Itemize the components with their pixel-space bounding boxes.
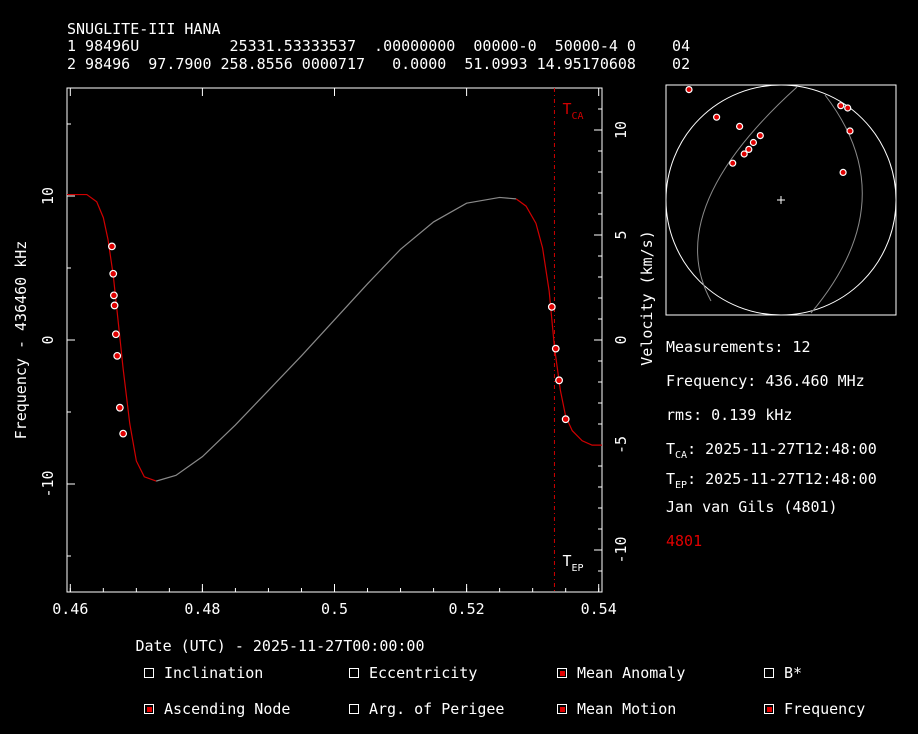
checkbox-mean-motion[interactable]: Mean Motion	[557, 700, 676, 718]
tca-value: TCA: 2025-11-27T12:48:00	[666, 440, 877, 461]
data-point	[109, 269, 118, 278]
tca-label-sub: CA	[571, 111, 583, 122]
x-tick-label: 0.52	[449, 600, 485, 618]
checkbox-box[interactable]	[144, 704, 154, 714]
checkbox-arg-of-perigee[interactable]: Arg. of Perigee	[349, 700, 504, 718]
frequency-value: Frequency: 436.460 MHz	[666, 372, 865, 390]
checkbox-ascending-node[interactable]: Ascending Node	[144, 700, 290, 718]
sky-point	[839, 168, 847, 176]
observer-name: Jan van Gils (4801)	[666, 498, 838, 516]
data-point	[115, 403, 124, 412]
tep-label-sub: EP	[571, 563, 583, 574]
checkbox-box[interactable]	[764, 668, 774, 678]
checkbox-label: Mean Anomaly	[577, 664, 686, 682]
checkbox-box[interactable]	[557, 668, 567, 678]
sky-point	[685, 85, 693, 94]
y2-axis-label: Velocity (km/s)	[638, 230, 656, 365]
x-tick-label: 0.54	[581, 600, 617, 618]
sky-map	[665, 84, 897, 316]
checkbox-box[interactable]	[349, 668, 359, 678]
sky-point	[745, 145, 753, 153]
plot-frame	[66, 87, 603, 593]
checkbox-label: B*	[784, 664, 803, 682]
tle-line-2: 2 98496 97.7900 258.8556 0000717 0.0000 …	[67, 55, 691, 73]
sky-point	[756, 132, 764, 140]
data-point	[108, 242, 116, 251]
sky-point	[740, 150, 748, 158]
checkbox-label: Inclination	[164, 664, 264, 682]
checkbox-label: Frequency	[784, 700, 866, 718]
checkbox-box[interactable]	[349, 704, 359, 714]
data-point	[551, 344, 560, 353]
data-point	[110, 301, 119, 310]
data-point	[119, 429, 128, 438]
data-point	[555, 376, 563, 385]
y2-tick-label: 5	[612, 230, 630, 239]
track-curve-segment	[155, 196, 517, 482]
plot-layer: 0.46 0.48 0.5 0.52 0.54 -10 0 10 -10 -5 0 5 10 Date (…	[12, 87, 656, 655]
y2-tick-label: -5	[612, 436, 630, 454]
checkbox-box[interactable]	[144, 668, 154, 678]
data-point	[547, 302, 556, 311]
y-tick-label: -10	[39, 470, 57, 497]
x-tick-label: 0.48	[184, 600, 220, 618]
checkbox-eccentricity[interactable]: Eccentricity	[349, 664, 477, 682]
data-point	[561, 415, 570, 424]
tep-value: TEP: 2025-11-27T12:48:00	[666, 470, 877, 491]
fit-curve-segment	[515, 198, 602, 446]
checkbox-frequency[interactable]: Frequency	[764, 700, 865, 718]
checkbox-inclination[interactable]: Inclination	[144, 664, 263, 682]
rms-value: rms: 0.139 kHz	[666, 406, 793, 424]
satellite-name: SNUGLITE-III HANA	[67, 20, 221, 38]
measurements-count: Measurements: 12	[666, 338, 811, 356]
sky-point	[735, 122, 744, 131]
sky-point	[729, 159, 737, 167]
tca-label: TCA	[562, 100, 583, 122]
x-tick-label: 0.46	[52, 600, 88, 618]
checkbox-label: Mean Motion	[577, 700, 677, 718]
horizon-circle	[665, 84, 897, 316]
sky-point	[749, 138, 758, 147]
sky-point	[712, 113, 721, 121]
sky-point	[844, 104, 852, 112]
x-axis-label: Date (UTC) - 2025-11-27T00:00:00	[136, 637, 425, 655]
site-id: 4801	[666, 532, 703, 550]
y2-tick-label: -10	[612, 536, 630, 563]
tle-line-1: 1 98496U 25331.53333537 .00000000 00000-…	[67, 37, 691, 55]
y-axis-label: Frequency - 436460 kHz	[12, 241, 30, 440]
checkbox-label: Ascending Node	[164, 700, 291, 718]
checkbox-mean-anomaly[interactable]: Mean Anomaly	[557, 664, 685, 682]
sky-point	[837, 102, 845, 110]
ground-track	[810, 94, 863, 314]
x-tick-label: 0.5	[321, 600, 348, 618]
checkbox-box[interactable]	[764, 704, 774, 714]
y-tick-label: 10	[39, 187, 57, 205]
fit-curve-segment	[67, 193, 157, 482]
y2-tick-label: 0	[612, 335, 630, 344]
y-tick-label: 0	[39, 335, 57, 344]
tep-label: TEP	[562, 552, 583, 574]
data-point	[111, 330, 120, 339]
checkbox-bstar[interactable]: B*	[764, 664, 802, 682]
data-point	[113, 351, 122, 360]
checkbox-label: Arg. of Perigee	[369, 700, 505, 718]
ground-track	[697, 86, 798, 302]
data-point	[109, 291, 118, 300]
y2-tick-label: 10	[612, 121, 630, 139]
sky-point	[846, 127, 854, 135]
checkbox-label: Eccentricity	[369, 664, 478, 682]
checkbox-box[interactable]	[557, 704, 567, 714]
